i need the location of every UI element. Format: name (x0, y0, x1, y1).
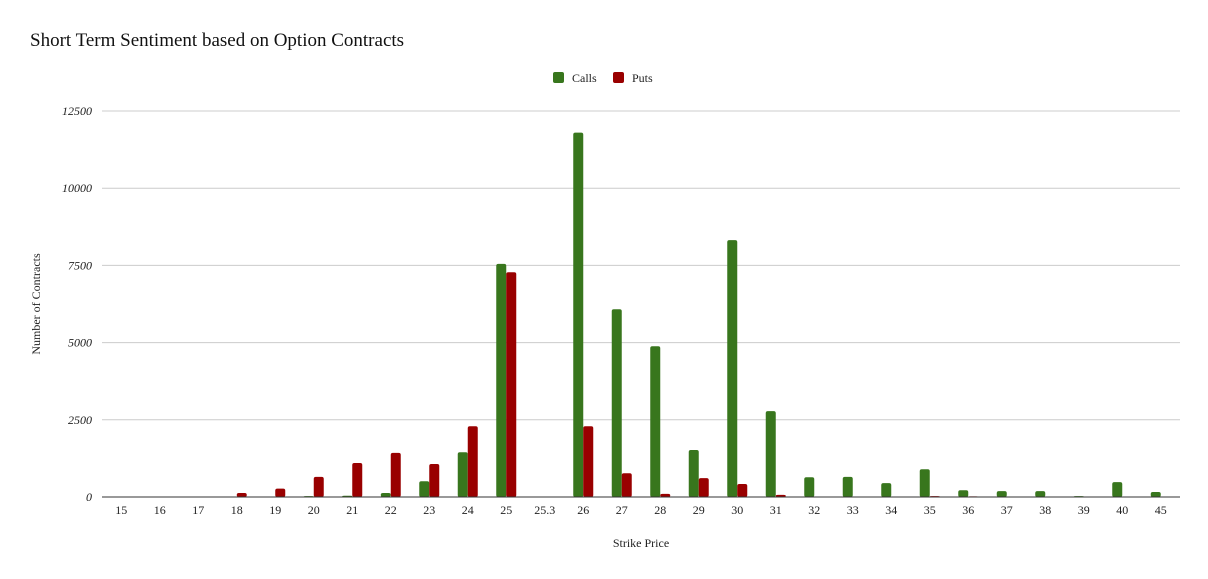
y-tick-label: 0 (86, 490, 92, 504)
puts-bar (621, 473, 632, 497)
chart-title: Short Term Sentiment based on Option Con… (30, 30, 405, 51)
x-tick-label: 26 (577, 503, 589, 517)
calls-bar (1112, 482, 1123, 497)
calls-bar (958, 490, 969, 497)
calls-bar (1150, 492, 1161, 497)
calls-bar (727, 240, 738, 497)
x-tick-label: 24 (462, 503, 474, 517)
x-tick-label: 19 (269, 503, 281, 517)
puts-bar (429, 463, 440, 497)
puts-bar (775, 494, 786, 497)
puts-bar (352, 463, 363, 497)
calls-bar (1035, 491, 1046, 497)
y-tick-label: 7500 (68, 258, 92, 272)
x-tick-label: 31 (770, 503, 782, 517)
calls-bar (765, 411, 776, 497)
x-tick-label: 34 (885, 503, 897, 517)
x-tick-label: 40 (1116, 503, 1128, 517)
calls-bar (919, 469, 930, 497)
x-tick-label: 21 (346, 503, 358, 517)
calls-bar (573, 132, 584, 497)
y-axis-label: Number of Contracts (29, 253, 43, 355)
calls-bar (496, 263, 507, 497)
y-tick-label: 2500 (68, 413, 92, 427)
x-tick-label: 35 (924, 503, 936, 517)
x-tick-label: 33 (847, 503, 859, 517)
puts-bar (506, 272, 517, 497)
puts-bar (583, 426, 594, 497)
x-tick-label: 20 (308, 503, 320, 517)
x-tick-label: 39 (1078, 503, 1090, 517)
calls-bar (996, 491, 1007, 497)
puts-bar (275, 488, 286, 497)
x-tick-label: 36 (962, 503, 974, 517)
legend-swatch (553, 72, 564, 83)
x-tick-label: 30 (731, 503, 743, 517)
calls-bar (650, 346, 661, 497)
x-tick-label: 45 (1155, 503, 1167, 517)
x-tick-label: 29 (693, 503, 705, 517)
x-tick-label: 23 (423, 503, 435, 517)
calls-bar (611, 309, 622, 497)
puts-bar (660, 493, 671, 497)
x-tick-label: 15 (115, 503, 127, 517)
calls-bar (688, 450, 699, 497)
puts-bar (698, 478, 709, 497)
calls-bar (457, 452, 468, 497)
x-tick-label: 18 (231, 503, 243, 517)
x-tick-label: 22 (385, 503, 397, 517)
legend-label: Calls (572, 71, 597, 85)
x-tick-label: 25.3 (534, 503, 555, 517)
x-tick-label: 16 (154, 503, 166, 517)
x-tick-label: 38 (1039, 503, 1051, 517)
x-tick-label: 25 (500, 503, 512, 517)
calls-bar (842, 476, 853, 497)
x-tick-label: 17 (192, 503, 204, 517)
puts-bar (467, 426, 478, 497)
x-tick-label: 27 (616, 503, 628, 517)
x-tick-label: 32 (808, 503, 820, 517)
y-tick-label: 12500 (62, 104, 92, 118)
x-tick-label: 28 (654, 503, 666, 517)
puts-bar (236, 492, 247, 497)
calls-bar (804, 477, 815, 497)
x-tick-label: 37 (1001, 503, 1013, 517)
puts-bar (737, 484, 748, 497)
calls-bar (380, 492, 391, 497)
calls-bar (881, 483, 892, 497)
calls-bar (419, 481, 430, 497)
legend-swatch (613, 72, 624, 83)
puts-bar (313, 476, 324, 497)
y-tick-label: 10000 (62, 181, 92, 195)
puts-bar (390, 452, 401, 497)
x-axis-label: Strike Price (613, 536, 669, 550)
y-tick-label: 5000 (68, 336, 92, 350)
legend-label: Puts (632, 71, 653, 85)
